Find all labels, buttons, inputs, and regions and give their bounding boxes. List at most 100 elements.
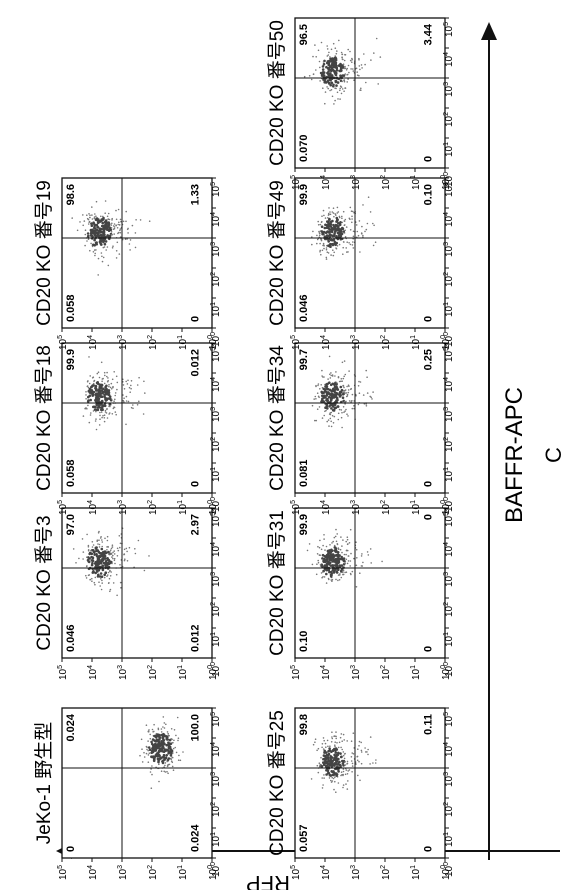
cell-point [148,731,150,733]
cell-point [99,424,101,426]
cell-point [332,374,334,376]
cell-point [102,541,104,543]
cell-point [147,740,149,742]
cell-point [324,103,326,105]
cell-point [148,729,150,731]
cell-point [161,731,163,733]
cell-point [85,229,87,231]
cell-point [342,787,344,789]
cell-point [95,215,97,217]
cell-point [104,375,106,377]
cell-point [352,241,354,243]
cell-point [345,541,347,543]
cell-point [99,386,102,389]
cell-point [346,81,348,83]
cell-point [104,383,106,385]
cell-point [329,356,331,358]
baffr-tick-label: 105 [443,22,455,37]
cell-point [165,762,167,764]
cell-point [327,740,329,742]
cell-point [108,572,110,574]
rfp-tick-label: 103 [350,665,362,680]
cell-point [106,549,108,551]
panel-title: CD20 KO 番号50 [266,20,288,166]
cell-point [93,383,95,385]
cell-point [346,559,348,561]
cell-point [361,565,363,567]
cell-point [105,560,108,563]
cell-point [95,400,98,403]
cell-point [112,245,114,247]
cell-point [104,557,107,560]
cell-point [99,585,101,587]
cell-point [341,380,343,382]
cell-point [347,563,349,565]
cell-point [78,558,80,560]
cell-point [346,251,348,253]
baffr-tick-label: 101 [210,832,222,847]
cell-point [104,577,106,579]
cell-point [332,96,334,98]
cell-point [333,252,335,254]
cell-point [349,542,351,544]
cell-point [143,413,145,415]
cell-point [348,385,350,387]
cell-point [111,231,113,233]
cell-point [313,398,315,400]
cell-point [168,744,171,747]
rfp-tick-label: 103 [350,335,362,350]
cell-point [92,546,94,548]
cell-point [94,253,96,255]
cell-point [314,741,316,743]
cell-point [323,248,325,250]
cell-point [97,551,100,554]
cell-point [338,64,341,67]
cell-point [92,406,95,409]
cell-point [105,249,107,251]
cell-point [118,232,120,234]
cell-point [98,258,100,260]
cell-point [337,568,340,571]
cell-point [335,751,338,754]
cell-point [99,556,102,559]
cell-point [114,563,116,565]
cell-point [163,771,165,773]
quadrant-percent-upper-right: 99.9 [65,349,77,370]
cell-point [327,746,329,748]
cell-point [358,404,360,406]
cell-point [92,541,94,543]
cell-point [359,251,361,253]
cell-point [114,395,116,397]
cell-point [116,595,118,597]
cell-point [323,388,326,391]
cell-point [165,724,167,726]
cell-point [322,68,325,71]
cell-point [350,573,352,575]
cell-point [130,239,132,241]
cell-point [346,392,348,394]
cell-point [101,589,103,591]
cell-point [90,232,93,235]
cell-point [348,242,350,244]
cell-point [92,559,95,562]
cell-point [102,405,105,408]
cell-point [341,417,343,419]
baffr-tick-label: 100 [443,662,455,677]
cell-point [343,755,345,757]
quadrant-percent-upper-right: 99.8 [298,714,310,735]
baffr-tick-label: 103 [443,772,455,787]
cell-point [336,382,338,384]
cell-point [104,555,107,558]
cell-point [334,755,337,758]
cell-point [331,82,334,85]
cell-point [350,60,352,62]
cell-point [330,384,333,387]
cell-point [88,219,90,221]
cell-point [141,739,143,741]
cell-point [321,370,323,372]
cell-point [164,765,166,767]
baffr-tick-label: 104 [443,542,455,557]
cell-point [107,574,109,576]
panel-title: CD20 KO 番号18 [33,345,55,491]
cell-point [347,770,349,772]
